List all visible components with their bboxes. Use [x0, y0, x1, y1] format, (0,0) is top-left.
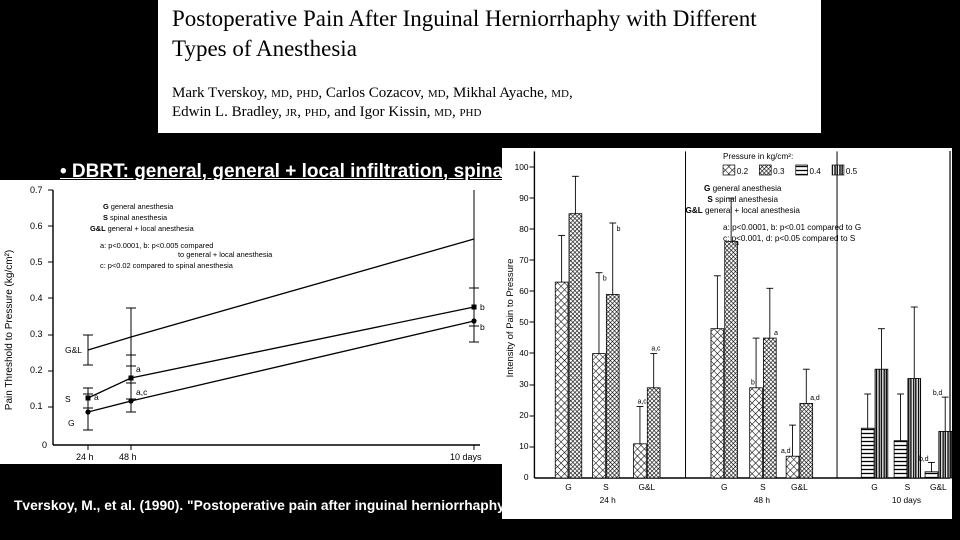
svg-text:G: G — [565, 482, 571, 492]
svg-text:b: b — [480, 322, 485, 332]
svg-text:S: S — [760, 482, 766, 492]
svg-text:a: a — [136, 364, 141, 374]
svg-text:24 h: 24 h — [76, 452, 94, 462]
svg-text:G general anesthesia: G general anesthesia — [103, 202, 174, 211]
svg-text:0.2: 0.2 — [737, 167, 749, 176]
svg-text:0: 0 — [42, 440, 47, 450]
svg-text:a,c: a,c — [136, 387, 148, 397]
svg-text:48 h: 48 h — [119, 452, 137, 462]
svg-text:S: S — [603, 482, 609, 492]
svg-text:a: p<0.0001, b: p<0.005 c: a: p<0.0001, b: p<0.005 compared — [100, 241, 213, 250]
svg-text:a: p<0.0001, b: p<0.01 com: a: p<0.0001, b: p<0.01 compared to G — [723, 223, 861, 232]
svg-text:0.6: 0.6 — [30, 221, 43, 231]
svg-text:G&L general + local anesthesi: G&L general + local anesthesia — [90, 224, 195, 233]
svg-text:c: p<0.001, d: p<0.05 com: c: p<0.001, d: p<0.05 compared to S — [723, 234, 856, 243]
svg-text:0.5: 0.5 — [30, 257, 43, 267]
svg-text:G&L: G&L — [638, 482, 655, 492]
svg-text:0.7: 0.7 — [30, 185, 43, 195]
svg-text:S: S — [905, 482, 911, 492]
svg-text:a: a — [94, 392, 99, 402]
svg-text:90: 90 — [519, 193, 529, 203]
svg-text:0.1: 0.1 — [30, 401, 43, 411]
svg-text:Intensity of Pain to Pressure: Intensity of Pain to Pressure — [504, 259, 515, 378]
svg-text:a,c: a,c — [638, 398, 648, 405]
svg-text:G&L: G&L — [930, 482, 947, 492]
svg-text:G: G — [721, 482, 727, 492]
svg-text:b,d: b,d — [919, 456, 929, 463]
svg-text:G&L: G&L — [791, 482, 808, 492]
svg-text:80: 80 — [519, 224, 529, 234]
svg-text:30: 30 — [519, 379, 529, 389]
svg-text:60: 60 — [519, 286, 529, 296]
svg-text:0: 0 — [524, 472, 529, 482]
svg-text:a: a — [774, 330, 778, 337]
svg-text:0.5: 0.5 — [846, 167, 858, 176]
svg-text:G&L: G&L — [65, 345, 82, 355]
svg-text:b: b — [617, 226, 621, 233]
svg-text:S: S — [65, 394, 71, 404]
svg-text:b: b — [480, 302, 485, 312]
svg-text:G: G — [871, 482, 877, 492]
svg-text:10 days: 10 days — [450, 452, 482, 462]
svg-text:b,d: b,d — [933, 390, 943, 397]
svg-text:Pain Threshold to Pressure (kg: Pain Threshold to Pressure (kg/cm²) — [4, 250, 15, 410]
svg-text:S spinal anesthesia: S spinal anesthesia — [707, 195, 778, 204]
svg-text:100: 100 — [515, 162, 529, 172]
svg-text:S spinal anesthesia: S spinal anesthesia — [103, 213, 168, 222]
svg-text:G: G — [68, 418, 75, 428]
svg-text:b: b — [603, 276, 607, 283]
svg-text:10 days: 10 days — [892, 495, 921, 505]
svg-text:G general anesthesia: G general anesthesia — [704, 184, 782, 193]
svg-text:0.3: 0.3 — [773, 167, 785, 176]
svg-text:G&L general + local anesthesia: G&L general + local anesthesia — [686, 206, 801, 215]
svg-text:40: 40 — [519, 348, 529, 358]
svg-text:48 h: 48 h — [754, 495, 771, 505]
svg-text:50: 50 — [519, 317, 529, 327]
svg-text:a,d: a,d — [810, 395, 820, 402]
svg-text:b: b — [751, 379, 755, 386]
svg-text:70: 70 — [519, 255, 529, 265]
svg-text:to general + local anesthesia: to general + local anesthesia — [178, 250, 273, 259]
svg-text:20: 20 — [519, 410, 529, 420]
svg-text:0.3: 0.3 — [30, 329, 43, 339]
svg-text:c: p<0.02 compared to spinal a: c: p<0.02 compared to spinal anesthesia — [100, 261, 234, 270]
svg-text:a,c: a,c — [651, 346, 661, 353]
svg-text:10: 10 — [519, 441, 529, 451]
svg-text:0.4: 0.4 — [810, 167, 822, 176]
svg-text:a,d: a,d — [781, 448, 791, 455]
svg-text:Pressure in kg/cm²:: Pressure in kg/cm²: — [723, 152, 793, 161]
svg-text:0.2: 0.2 — [30, 365, 43, 375]
svg-text:0.4: 0.4 — [30, 293, 43, 303]
